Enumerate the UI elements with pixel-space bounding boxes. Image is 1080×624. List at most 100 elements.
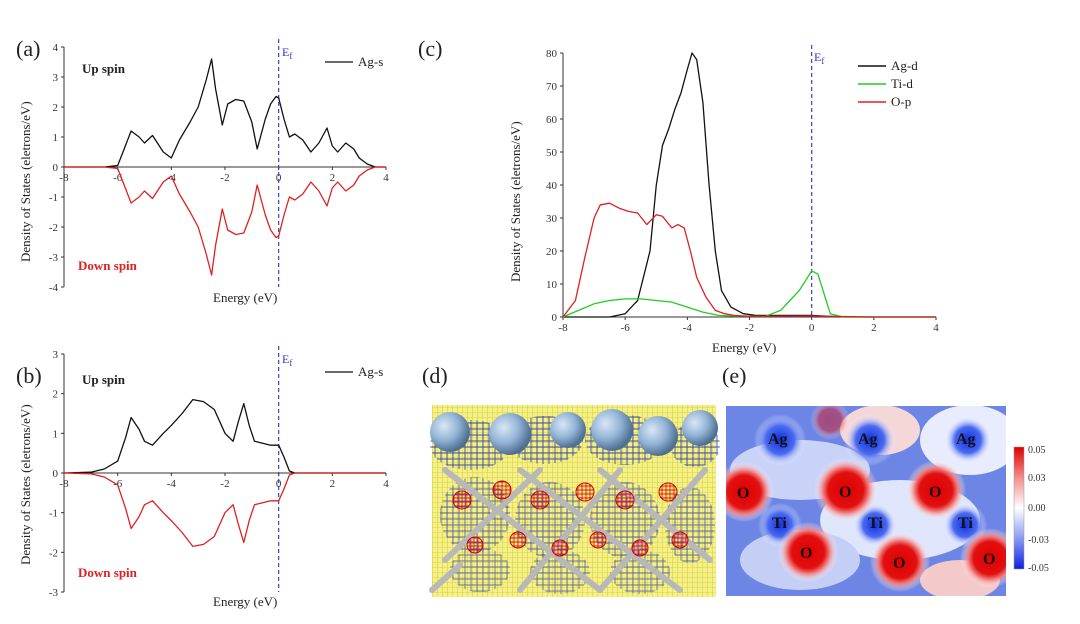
x-tick-label: 0 — [809, 322, 815, 334]
colorbar-tick-label: 0.05 — [1028, 445, 1046, 456]
charge-difference-map — [726, 406, 1006, 596]
x-tick-label: -8 — [59, 172, 69, 184]
colorbar-tick-label: -0.03 — [1028, 535, 1049, 546]
colorbar-tick-label: 0.00 — [1028, 503, 1046, 514]
atom-label: O — [983, 551, 995, 568]
legend-label: O-p — [891, 94, 911, 109]
panel-e: (e) — [722, 363, 1049, 596]
y-tick-label: 0 — [552, 312, 558, 324]
y-tick-label: -3 — [49, 587, 59, 599]
silver-atom — [591, 409, 633, 451]
y-tick-label: -3 — [49, 252, 59, 264]
x-tick-label: -2 — [745, 322, 754, 334]
panel-a-legend-label: Ag-s — [358, 54, 383, 69]
panel-c-plot: 0 10 20 30 40 50 60 70 80 -8 -6 -4 -2 0 2 4 — [546, 45, 939, 334]
map-blue-blob — [844, 414, 896, 466]
atom-label: Ti — [868, 515, 883, 532]
y-tick-label: 1 — [53, 132, 59, 144]
silver-atom — [489, 413, 531, 455]
panel-a-ylabel: Density of States (eletrons/eV) — [18, 101, 33, 262]
atom-label: O — [893, 555, 905, 572]
silver-atom — [430, 412, 470, 452]
atom-label: O — [800, 545, 812, 562]
panel-a-up-spin-label: Up spin — [82, 61, 126, 76]
y-tick-label: 80 — [546, 48, 558, 60]
panel-b-down-spin-label: Down spin — [78, 565, 138, 580]
y-tick-label: -2 — [49, 222, 58, 234]
x-tick-label: -4 — [683, 322, 693, 334]
x-tick-label: 2 — [330, 172, 336, 184]
oxygen-atom — [589, 531, 607, 549]
x-tick-label: -6 — [113, 172, 123, 184]
legend-label: Ti-d — [891, 76, 913, 91]
y-tick-label: 1 — [53, 428, 59, 440]
silver-atom — [638, 416, 678, 456]
silver-atom — [550, 412, 586, 448]
atom-label: Ag — [768, 431, 788, 448]
y-tick-label: 3 — [53, 72, 59, 84]
atom-label: O — [839, 484, 851, 501]
y-tick-label: 40 — [546, 180, 558, 192]
atom-label: O — [737, 485, 749, 502]
map-blue-blob — [754, 414, 806, 466]
panel-b-ylabel: Density of States (eletrons/eV) — [18, 404, 33, 565]
panel-b: (b) 3 2 1 0 -1 -2 -3 -8 -6 -4 -2 0 2 4 Up spin Down s… — [16, 346, 389, 609]
y-tick-label: 70 — [546, 81, 558, 93]
atom-label: Ti — [958, 515, 973, 532]
oxygen-atom — [615, 490, 635, 510]
map-atom-labels: Ag Ag Ag O O O Ti Ti Ti O O O — [737, 431, 995, 572]
series-line — [63, 472, 386, 548]
panel-c-legend: Ag-d Ti-d O-p — [858, 58, 918, 109]
oxygen-atom — [551, 539, 569, 557]
y-tick-label: 0 — [53, 468, 59, 480]
y-tick-label: 2 — [53, 102, 59, 114]
panel-a-tag: (a) — [16, 36, 40, 61]
colorbar-tick-label: 0.03 — [1028, 473, 1046, 484]
x-tick-label: -4 — [167, 478, 177, 490]
panel-b-tag: (b) — [16, 363, 42, 388]
panel-c-fermi-label: Ef — [814, 50, 824, 66]
silver-atoms — [430, 409, 718, 456]
map-red-blob — [906, 460, 966, 520]
panel-b-up-spin-label: Up spin — [82, 372, 126, 387]
map-red-blob — [778, 522, 838, 582]
oxygen-atom — [509, 531, 527, 549]
y-tick-label: 2 — [53, 389, 59, 401]
x-tick-label: 2 — [871, 322, 877, 334]
x-tick-label: 4 — [383, 478, 389, 490]
x-tick-label: -6 — [113, 478, 123, 490]
x-tick-label: 4 — [933, 322, 939, 334]
y-tick-label: -1 — [49, 192, 58, 204]
panel-d-tag: (d) — [422, 363, 448, 388]
x-tick-label: -8 — [558, 322, 568, 334]
map-red-blob — [814, 458, 878, 522]
panel-c-ylabel: Density of States (eletrons/eV) — [508, 121, 523, 282]
map-red-blob — [726, 462, 774, 522]
panel-b-xlabel: Energy (eV) — [213, 594, 277, 609]
y-tick-label: 4 — [53, 42, 59, 54]
series-line — [562, 270, 936, 318]
x-tick-label: -2 — [220, 478, 229, 490]
series-line — [64, 58, 386, 168]
colorbar-tick-label: -0.05 — [1028, 563, 1049, 574]
y-tick-label: 50 — [546, 147, 558, 159]
panel-c: (c) 0 10 20 30 40 50 60 70 80 -8 -6 -4 -2 0 2 4 Energy … — [418, 36, 939, 355]
oxygen-atom — [575, 482, 595, 502]
y-tick-label: 20 — [546, 246, 558, 258]
atom-label: Ag — [956, 431, 976, 448]
y-tick-label: 3 — [53, 349, 59, 361]
panel-a-fermi-label: Ef — [282, 45, 292, 61]
series-line — [64, 166, 386, 276]
panel-b-plot: 3 2 1 0 -1 -2 -3 -8 -6 -4 -2 0 2 4 — [49, 346, 389, 599]
x-tick-label: -2 — [220, 172, 229, 184]
panel-a-down-spin-label: Down spin — [78, 258, 138, 273]
y-tick-label: 10 — [546, 279, 558, 291]
map-red-blob — [960, 528, 1006, 588]
series-line — [562, 202, 936, 318]
x-tick-label: 4 — [383, 172, 389, 184]
series-line — [563, 52, 936, 318]
panel-c-xlabel: Energy (eV) — [712, 340, 776, 355]
oxygen-atom — [492, 480, 512, 500]
